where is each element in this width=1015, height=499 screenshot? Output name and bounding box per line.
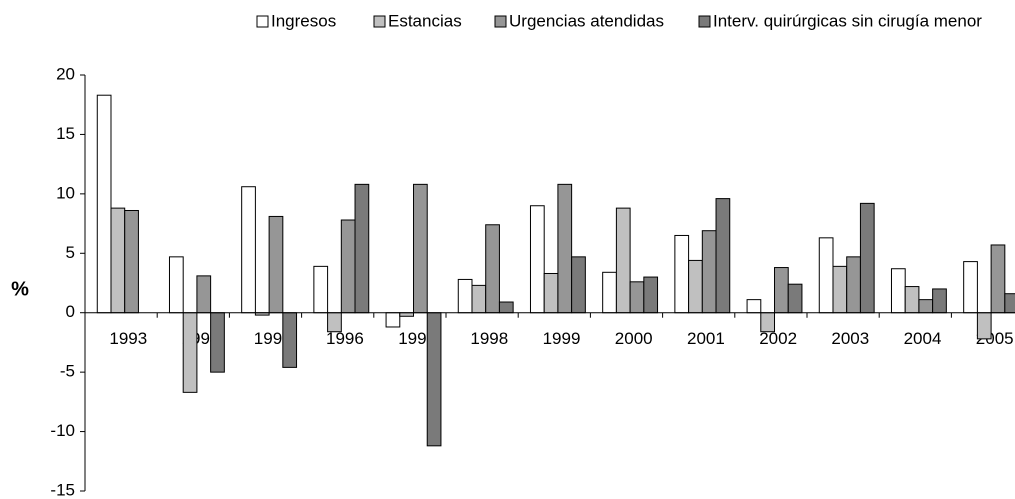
- bar: [96, 94, 112, 314]
- x-tick-label: 1999: [543, 329, 581, 348]
- y-axis-label: %: [11, 278, 29, 300]
- bar: [760, 312, 776, 333]
- y-tick-label: -15: [50, 480, 75, 499]
- legend-swatch: [256, 15, 269, 28]
- y-tick-label: 10: [56, 183, 75, 202]
- bar: [688, 259, 703, 314]
- y-tick-label: -10: [50, 421, 75, 440]
- legend-swatch: [698, 15, 711, 28]
- bar: [890, 268, 906, 314]
- x-tick-label: 2000: [615, 329, 653, 348]
- bar: [904, 286, 920, 314]
- bar: [340, 219, 356, 314]
- bar: [268, 215, 284, 314]
- legend-label: Interv. quirúrgicas sin cirugía menor: [713, 11, 982, 30]
- bar: [615, 207, 631, 314]
- y-tick-label: -5: [60, 362, 75, 381]
- x-tick-label: 2002: [759, 329, 797, 348]
- bar: [426, 312, 442, 447]
- bar: [529, 205, 545, 314]
- bar: [557, 183, 573, 314]
- bar: [963, 261, 978, 314]
- bar: [674, 234, 690, 314]
- bar: [543, 272, 559, 314]
- bar: [990, 244, 1006, 314]
- bar: [327, 312, 342, 333]
- bar: [571, 256, 586, 314]
- legend-label: Estancias: [388, 11, 462, 30]
- bar: [110, 207, 126, 314]
- bar: [746, 299, 762, 314]
- bar: [385, 312, 401, 328]
- bar: [629, 281, 645, 314]
- bar: [124, 209, 139, 314]
- legend-swatch: [494, 15, 507, 28]
- bar: [976, 312, 992, 340]
- bar: [399, 312, 415, 317]
- bar: [210, 312, 225, 373]
- bar: [918, 299, 934, 314]
- x-tick-label: 2003: [831, 329, 869, 348]
- bar: [196, 275, 212, 314]
- y-tick-label: 20: [56, 64, 75, 83]
- bar: [457, 278, 473, 314]
- bar: [241, 186, 256, 314]
- bar: [413, 183, 428, 314]
- bar: [832, 265, 848, 314]
- bar: [1004, 293, 1015, 314]
- bar: [774, 267, 789, 314]
- bar: [282, 312, 298, 368]
- x-tick-label: 1996: [326, 329, 364, 348]
- bar: [182, 312, 198, 393]
- x-tick-label: 1995: [254, 329, 292, 348]
- bar: [932, 288, 947, 314]
- legend-label: Ingresos: [271, 11, 336, 30]
- bar: [602, 271, 617, 314]
- legend-label: Urgencias atendidas: [509, 11, 664, 30]
- legend-swatch: [373, 15, 386, 28]
- bar: [818, 237, 834, 314]
- y-tick-label: 5: [66, 243, 75, 262]
- x-tick-label: 2004: [904, 329, 942, 348]
- bar: [168, 256, 184, 314]
- y-tick-label: 15: [56, 124, 75, 143]
- bar: [471, 284, 487, 314]
- x-tick-label: 1998: [470, 329, 508, 348]
- bar: [701, 230, 717, 314]
- bar: [846, 256, 861, 314]
- x-tick-label: 1993: [109, 329, 147, 348]
- x-tick-label: 2001: [687, 329, 725, 348]
- bar: [354, 183, 370, 314]
- x-tick-label: 1997: [398, 329, 436, 348]
- bar: [498, 301, 514, 314]
- bar: [715, 198, 731, 314]
- bar: [643, 276, 659, 314]
- bar: [859, 202, 875, 314]
- y-tick-label: 0: [66, 302, 75, 321]
- bar: [787, 283, 803, 314]
- bar: [313, 265, 329, 314]
- bar: [485, 224, 500, 314]
